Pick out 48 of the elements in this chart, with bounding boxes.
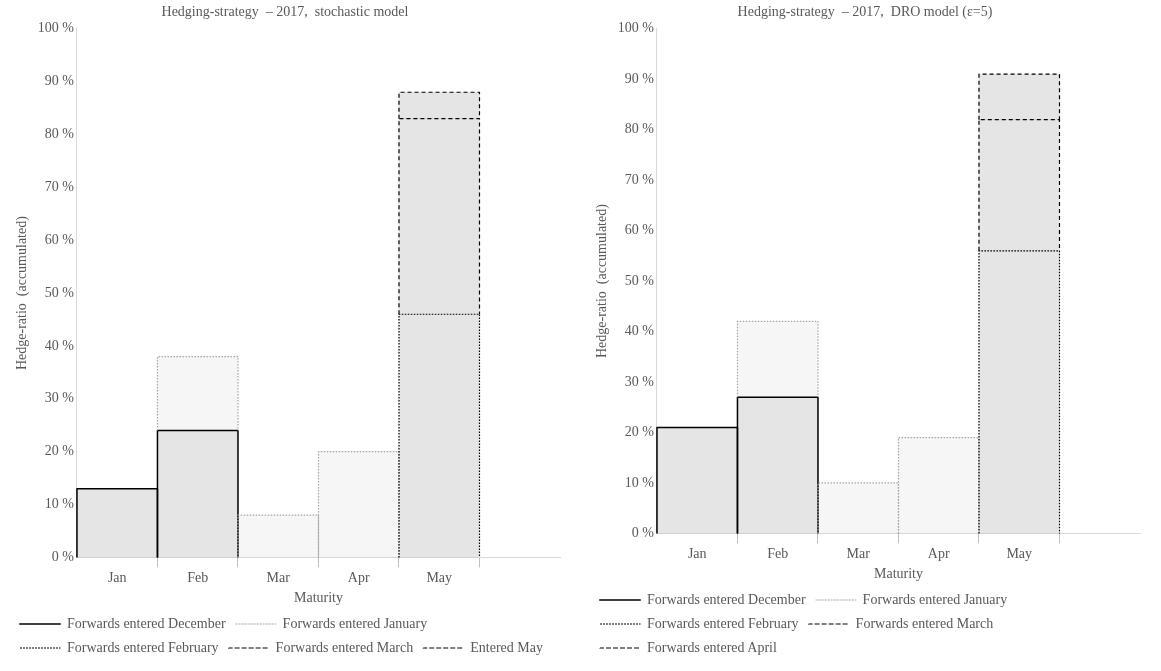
y-tick-label: 70 % (44, 179, 75, 195)
chart-title: Hedging-strategy – 2017, DRO model (ε=5) (737, 4, 993, 21)
x-tick-label: Apr (927, 546, 950, 562)
y-tick-label: 10 % (624, 474, 655, 490)
x-tick-label: May (426, 570, 453, 586)
legend-label: Forwards entered February (67, 639, 219, 655)
legend-label: Forwards entered February (647, 615, 799, 631)
y-tick-label: 40 % (44, 337, 75, 353)
y-tick-label: 100 % (37, 20, 75, 36)
y-tick-label: 0 % (51, 549, 75, 565)
x-tick-label: Apr (347, 570, 370, 586)
y-tick-label: 20 % (624, 424, 655, 440)
legend-label: Forwards entered December (67, 615, 226, 631)
y-tick-label: 10 % (44, 496, 75, 512)
y-tick-label: 0 % (631, 525, 655, 541)
x-tick-label: Jan (687, 546, 707, 562)
y-tick-label: 50 % (44, 284, 75, 300)
x-tick-label: Jan (107, 570, 127, 586)
legend-label: Forwards entered January (282, 615, 428, 631)
x-tick-label: Mar (266, 570, 291, 586)
y-tick-label: 90 % (624, 70, 655, 86)
chart-title: Hedging-strategy – 2017, stochastic model (161, 4, 409, 20)
x-axis-title: Maturity (873, 566, 923, 582)
legend-label: Entered May (470, 639, 543, 655)
y-tick-label: 90 % (44, 73, 75, 89)
y-tick-label: 30 % (44, 390, 75, 406)
legend-label: Forwards entered December (647, 591, 806, 607)
x-axis-title: Maturity (293, 590, 343, 606)
y-tick-label: 50 % (624, 272, 655, 288)
y-tick-label: 100 % (617, 20, 655, 36)
y-tick-label: 70 % (624, 171, 655, 187)
y-axis-title: Hedge-ratio (accumulated) (14, 215, 31, 371)
y-tick-label: 40 % (624, 323, 655, 339)
x-tick-label: May (1006, 546, 1033, 562)
x-tick-label: Mar (846, 546, 871, 562)
y-axis-title: Hedge-ratio (accumulated) (594, 203, 611, 359)
y-tick-label: 60 % (44, 231, 75, 247)
y-tick-label: 20 % (44, 443, 75, 459)
legend-label: Forwards entered April (647, 639, 777, 655)
y-tick-label: 60 % (624, 222, 655, 238)
y-tick-label: 30 % (624, 373, 655, 389)
y-tick-label: 80 % (44, 126, 75, 142)
legend-label: Forwards entered March (275, 639, 414, 655)
x-tick-label: Feb (767, 546, 789, 562)
y-tick-label: 80 % (624, 121, 655, 137)
legend-label: Forwards entered March (855, 615, 994, 631)
x-tick-label: Feb (187, 570, 209, 586)
legend-label: Forwards entered January (862, 591, 1008, 607)
